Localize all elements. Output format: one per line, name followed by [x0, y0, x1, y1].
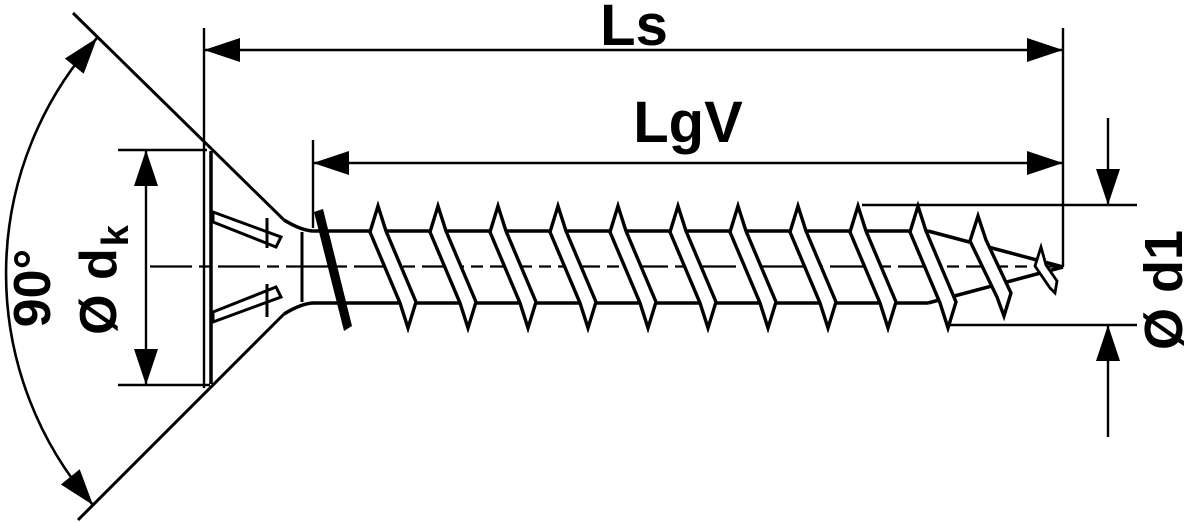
dim-thread-diameter: Ø d1	[862, 118, 1194, 437]
dim-head-diameter: Ø dk	[70, 148, 210, 387]
label-thread-length: LgV	[633, 90, 743, 155]
thread-tooth	[428, 200, 478, 334]
head-bottom-fillet	[283, 301, 315, 316]
thread-tooth	[848, 200, 898, 334]
thread-tooth	[368, 200, 418, 334]
thread-tooth	[668, 200, 718, 334]
label-head-diameter-prefix: Ø d	[70, 248, 128, 335]
arc-arrowhead-top	[64, 38, 97, 74]
head-top-fillet	[283, 218, 315, 233]
arrowhead-right	[1027, 38, 1063, 62]
angle-dimension-arc	[4, 37, 98, 506]
arrowhead-top	[134, 150, 158, 186]
label-thread-diameter: Ø d1	[1134, 230, 1194, 350]
thread-tooth	[728, 200, 778, 334]
thread-tooth	[548, 200, 598, 334]
arrowhead-bottom	[134, 349, 158, 385]
recess-upper-wing	[211, 209, 284, 249]
arrowhead-right	[1027, 151, 1063, 175]
thread-tooth	[608, 200, 658, 334]
drive-recess	[211, 209, 304, 325]
label-head-diameter-subscript: k	[95, 224, 137, 246]
arrowhead-up	[1096, 325, 1120, 361]
dim-total-length: Ls	[202, 0, 1065, 388]
label-head-diameter: Ø dk	[70, 224, 137, 335]
arc-arrowhead-bottom	[60, 469, 93, 505]
thread-tooth-tip	[1033, 242, 1059, 296]
thread-tooth-taper	[968, 210, 1013, 322]
arrowhead-down	[1096, 169, 1120, 205]
screw-thread	[314, 200, 1059, 334]
head-angle-construction	[4, 11, 286, 522]
lower-cone-construction-line	[76, 312, 286, 522]
label-head-angle: 90°	[4, 249, 62, 328]
thread-tooth	[788, 200, 838, 334]
label-total-length: Ls	[600, 0, 668, 58]
thread-tooth	[908, 200, 958, 334]
angle-arc-arrowheads	[60, 38, 97, 505]
dim-thread-length: LgV	[311, 90, 1063, 228]
thread-first-flank	[314, 209, 352, 331]
arrowhead-left	[313, 151, 349, 175]
thread-tooth	[488, 200, 538, 334]
upper-cone-construction-line	[71, 11, 286, 222]
recess-lower-wing	[211, 285, 284, 325]
arrowhead-left	[204, 38, 240, 62]
